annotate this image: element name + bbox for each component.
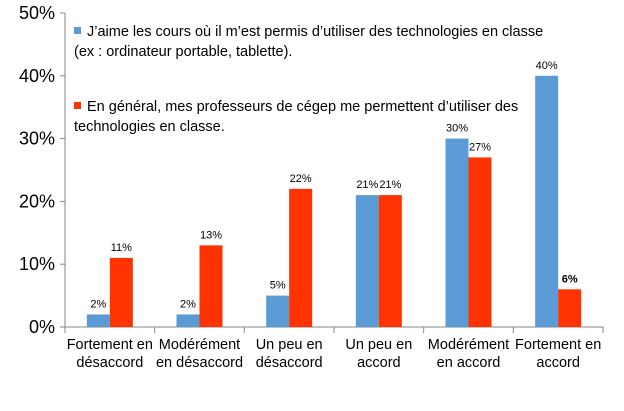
- bar-series-1-6: [535, 75, 559, 327]
- data-label-series-1-3: 5%: [270, 280, 286, 292]
- x-tick-label: Fortement en accord: [515, 337, 601, 371]
- y-tick-label: 50%: [19, 3, 55, 23]
- y-tick-label: 20%: [19, 191, 55, 211]
- data-label-series-1-4: 21%: [356, 179, 378, 191]
- legend-entry-series-1: J’aime les cours où il m’est permis d’ut…: [74, 22, 544, 62]
- x-tick-label-line: désaccord: [76, 355, 143, 371]
- data-label-series-2-5: 27%: [469, 141, 491, 153]
- legend-swatch-series-1: [74, 27, 81, 34]
- data-label-series-1-1: 2%: [90, 298, 106, 310]
- bar-series-2-5: [468, 157, 492, 327]
- data-label-series-1-5: 30%: [446, 123, 468, 135]
- y-tick-label: 30%: [19, 129, 55, 149]
- data-label-series-2-4: 21%: [379, 179, 401, 191]
- bar-series-1-5: [445, 138, 469, 327]
- x-tick-label: Modérément en accord: [428, 337, 509, 371]
- bar-series-1-1: [86, 314, 110, 327]
- x-tick-label-line: désaccord: [256, 355, 323, 371]
- y-tick-label: 40%: [19, 66, 55, 86]
- bar-series-1-2: [176, 314, 200, 327]
- bar-series-2-1: [109, 257, 133, 327]
- legend-label-series-1: J’aime les cours où il m’est permis d’ut…: [74, 24, 544, 60]
- bar-series-2-4: [378, 195, 402, 327]
- bar-series-2-6: [558, 289, 582, 327]
- x-tick-label-line: Modérément: [159, 337, 240, 353]
- x-tick-label: Un peu en accord: [345, 337, 412, 371]
- x-tick-label-line: Fortement en: [67, 337, 153, 353]
- bar-series-2-3: [289, 188, 313, 327]
- y-tick-label: 0%: [29, 317, 55, 337]
- legend-swatch-series-2: [74, 102, 81, 109]
- data-label-series-2-1: 11%: [111, 242, 132, 254]
- bar-series-1-3: [266, 295, 290, 327]
- data-label-series-1-6: 40%: [536, 60, 558, 72]
- legend-label-series-2: En général, mes professeurs de cégep me …: [74, 99, 519, 135]
- y-tick-label: 10%: [19, 254, 55, 274]
- x-tick-label-line: Un peu en: [256, 337, 323, 353]
- x-tick-label: Modérément en désaccord: [156, 337, 243, 371]
- x-tick-label-line: en désaccord: [156, 355, 243, 371]
- data-label-series-1-2: 2%: [180, 298, 196, 310]
- x-tick-label-line: accord: [357, 355, 401, 371]
- bar-series-2-2: [199, 245, 223, 327]
- x-tick-label-line: en accord: [437, 355, 501, 371]
- legend-entry-series-2: En général, mes professeurs de cégep me …: [74, 97, 544, 137]
- x-tick-label-line: Fortement en: [515, 337, 601, 353]
- x-tick-label-line: Modérément: [428, 337, 509, 353]
- x-tick-label: Un peu en désaccord: [256, 337, 323, 371]
- x-tick-label-line: Un peu en: [345, 337, 412, 353]
- x-tick-label-line: accord: [536, 355, 580, 371]
- data-label-series-2-6: 6%: [562, 273, 578, 285]
- data-label-series-2-3: 22%: [290, 173, 312, 185]
- bar-series-1-4: [355, 195, 379, 327]
- data-label-series-2-2: 13%: [200, 229, 222, 241]
- x-tick-label: Fortement en désaccord: [67, 337, 153, 371]
